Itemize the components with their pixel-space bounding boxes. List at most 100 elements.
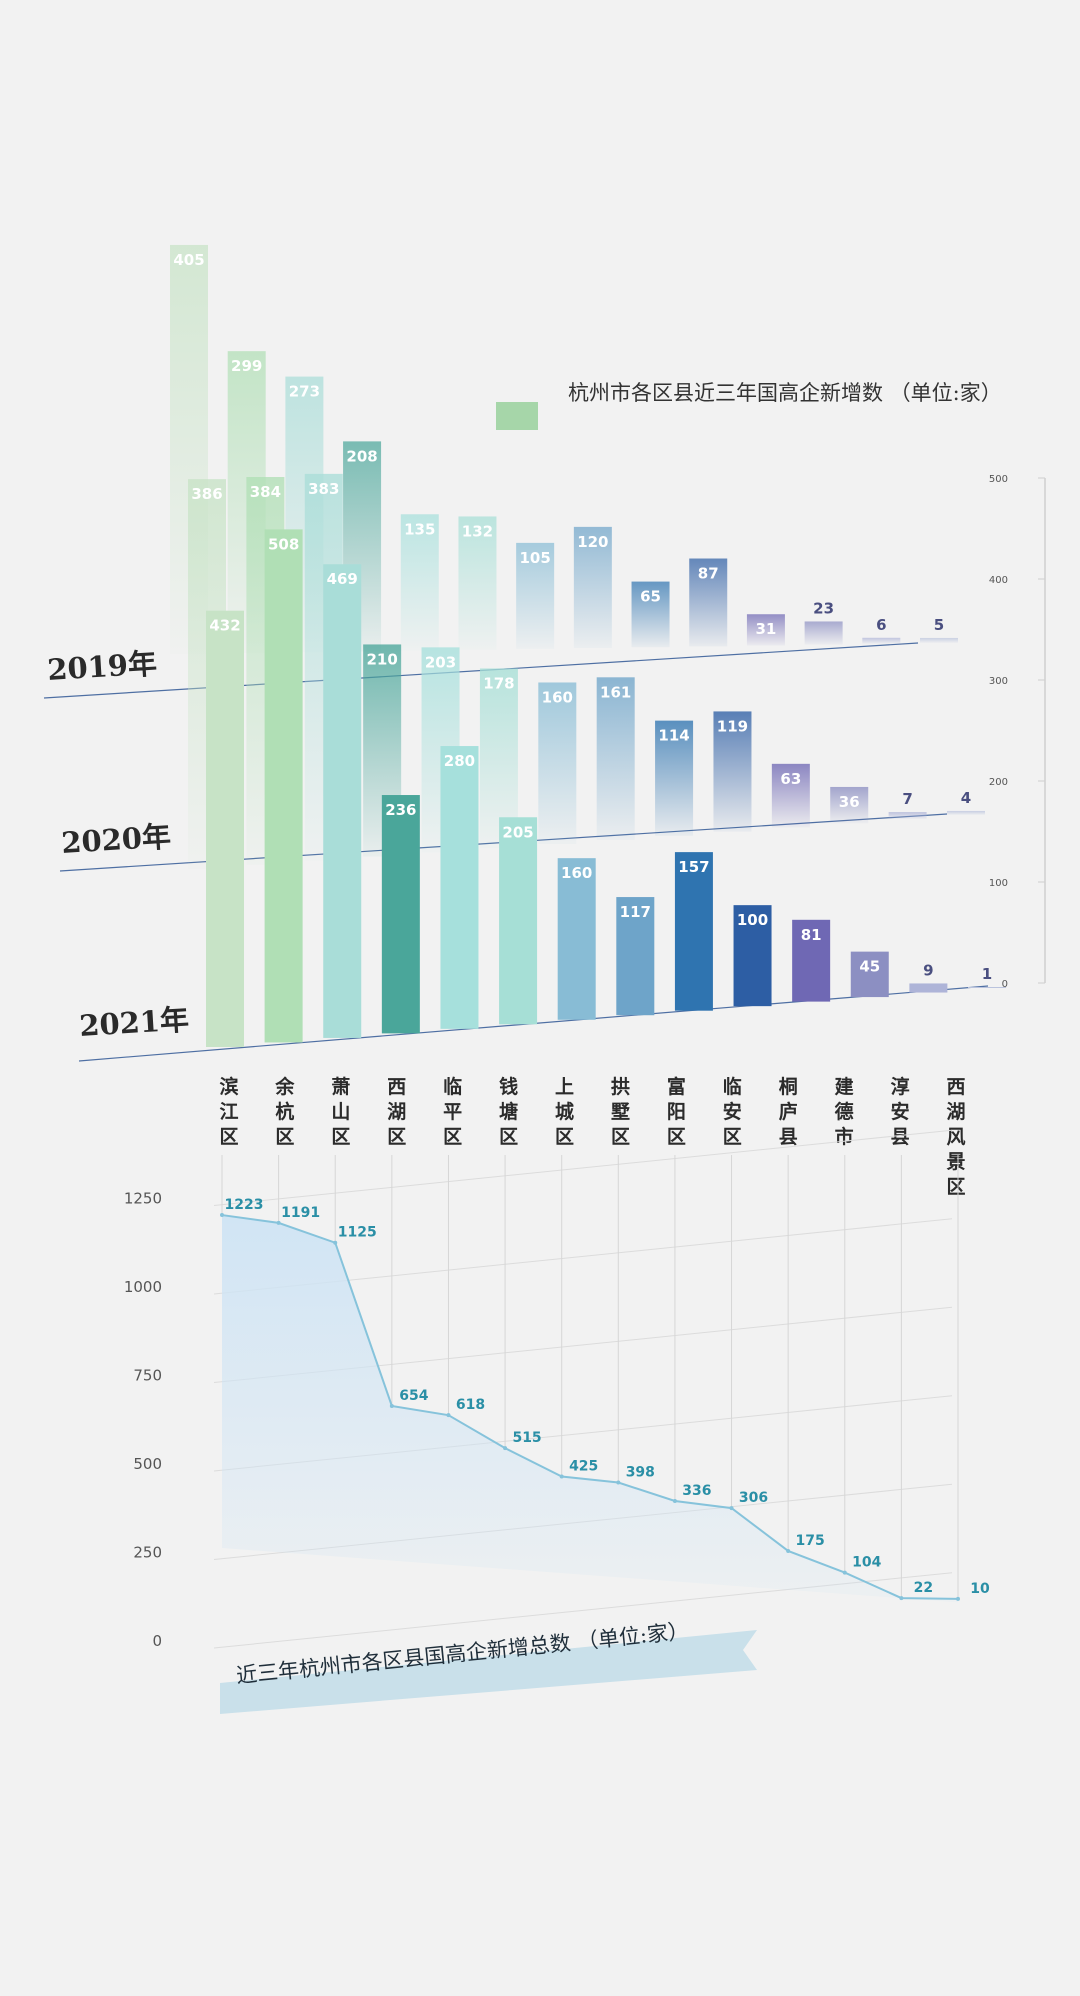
- district-char: 西: [387, 1076, 406, 1098]
- bar-value-label: 117: [620, 903, 651, 921]
- line-value-label: 1223: [225, 1197, 264, 1213]
- bar-value-label: 114: [658, 727, 689, 745]
- year-label-2021年: 2021年: [78, 1002, 190, 1043]
- district-char: 城: [555, 1100, 574, 1123]
- district-char: 区: [387, 1126, 406, 1148]
- district-char: 市: [835, 1125, 854, 1148]
- district-char: 建: [835, 1075, 854, 1098]
- bar-value-label: 205: [502, 823, 533, 841]
- line-point: [672, 1498, 677, 1503]
- line-series: [221, 1214, 959, 1600]
- bar-value-label: 81: [801, 926, 822, 944]
- bar-2021年-钱塘区: [499, 817, 538, 1025]
- district-char: 区: [723, 1126, 742, 1148]
- bar-2021年-富阳区: [674, 852, 713, 1011]
- district-char: 塘: [499, 1100, 518, 1123]
- right-axis-tick-label: 400: [989, 575, 1008, 586]
- bar-value-label: 120: [577, 533, 608, 551]
- district-char: 山: [331, 1101, 350, 1123]
- bar-value-label: 105: [519, 549, 550, 567]
- district-label-富阳区: 富阳区: [667, 1075, 686, 1148]
- bar-value-label: 31: [755, 620, 776, 638]
- line-point: [616, 1480, 621, 1485]
- district-char: 江: [219, 1101, 238, 1123]
- district-char: 拱: [611, 1076, 630, 1098]
- line-point: [842, 1570, 847, 1575]
- line-chart: 0 250 500 750 1000 1250 1223 1191 1125 654 618 515 4…: [124, 1129, 990, 1650]
- district-label-滨江区: 滨江区: [219, 1075, 238, 1148]
- district-char: 景: [946, 1151, 965, 1173]
- line-point: [446, 1413, 451, 1418]
- district-char: 临: [723, 1075, 742, 1098]
- line-axis-tick-label: 250: [133, 1544, 162, 1562]
- line-value-label: 22: [914, 1580, 933, 1596]
- bar-value-label: 273: [289, 383, 320, 401]
- bar-2021年-淳安县: [909, 983, 948, 993]
- bar-value-label: 383: [308, 480, 339, 498]
- district-char: 滨: [219, 1075, 238, 1098]
- line-axis-tick-label: 750: [133, 1367, 162, 1385]
- right-axis-tick-label: 200: [989, 777, 1008, 788]
- line-value-label: 1125: [338, 1225, 377, 1241]
- district-char: 县: [891, 1126, 910, 1148]
- bar-2019年-临安区: [689, 558, 728, 647]
- line-gridline: [213, 1129, 953, 1206]
- district-char: 区: [219, 1126, 238, 1148]
- district-char: 庐: [779, 1100, 798, 1123]
- district-char: 区: [331, 1126, 350, 1148]
- bar-value-label: 203: [425, 653, 456, 671]
- year-label-2019年: 2019年: [46, 646, 158, 687]
- bar-2019年-钱塘区: [458, 516, 497, 650]
- bar-2020年-淳安县: [888, 812, 927, 820]
- district-char: 德: [835, 1100, 854, 1123]
- bar-value-label: 508: [268, 535, 299, 553]
- line-point: [503, 1446, 508, 1451]
- bar-2019年-西湖风景区: [920, 637, 958, 643]
- bar-value-label: 45: [859, 958, 880, 976]
- line-axis-tick-label: 500: [133, 1455, 162, 1473]
- bar-value-label: 100: [737, 911, 768, 929]
- bar-2021年-拱墅区: [616, 897, 655, 1016]
- district-char: 杭: [275, 1100, 294, 1123]
- district-char: 钱: [499, 1075, 518, 1098]
- bar-value-label: 405: [173, 251, 204, 269]
- line-value-label: 336: [682, 1483, 711, 1499]
- bar-value-label: 36: [839, 793, 860, 811]
- district-char: 区: [499, 1126, 518, 1148]
- legend-title: 杭州市各区县近三年国高企新增数 （单位:家）: [568, 381, 1002, 405]
- district-char: 萧: [331, 1076, 350, 1098]
- district-char: 区: [946, 1176, 965, 1198]
- bar-2021年-上城区: [557, 858, 596, 1020]
- right-axis-tick-label: 0: [1002, 979, 1008, 990]
- district-char: 区: [667, 1126, 686, 1148]
- bar-2019年-桐庐县: [746, 614, 785, 646]
- district-label-建德市: 建德市: [835, 1075, 854, 1148]
- legend: 杭州市各区县近三年国高企新增数 （单位:家）: [496, 381, 1002, 430]
- bar-value-label: 299: [231, 357, 262, 375]
- bar-2021年-西湖风景区: [968, 986, 1006, 988]
- bar-value-label: 432: [209, 617, 240, 635]
- district-char: 桐: [779, 1075, 798, 1098]
- line-point: [559, 1474, 564, 1479]
- district-char: 平: [443, 1101, 462, 1123]
- bar-value-label: 1: [982, 965, 992, 983]
- bar-2020年-上城区: [538, 682, 577, 845]
- line-value-label: 515: [512, 1430, 541, 1446]
- district-label-萧山区: 萧山区: [331, 1076, 350, 1148]
- district-label-余杭区: 余杭区: [274, 1075, 295, 1148]
- line-value-label: 10: [970, 1581, 990, 1597]
- bar-2021年-建德市: [850, 951, 889, 998]
- bar-2019年-建德市: [804, 621, 843, 645]
- bar-value-label: 157: [678, 858, 709, 876]
- bar-2021年-临安区: [733, 905, 772, 1007]
- line-value-label: 1191: [281, 1205, 320, 1221]
- ribbon-shape: [220, 1630, 757, 1714]
- district-char: 阳: [667, 1101, 686, 1123]
- bar-value-label: 210: [366, 650, 397, 668]
- district-char: 余: [274, 1075, 295, 1098]
- district-char: 县: [779, 1126, 798, 1148]
- bar-value-label: 23: [813, 599, 834, 617]
